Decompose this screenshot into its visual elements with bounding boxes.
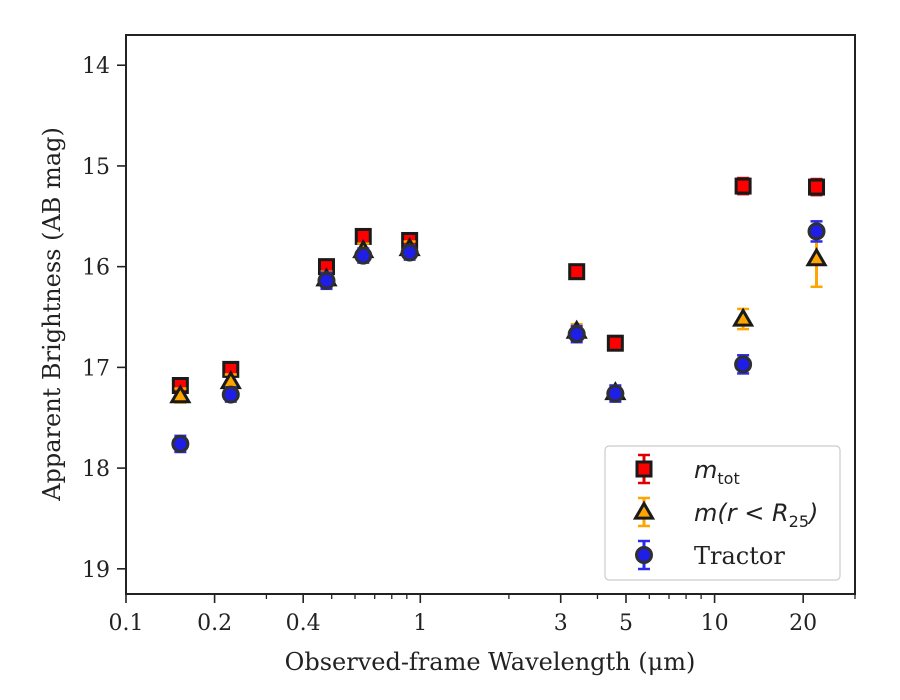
- square-marker: [734, 177, 752, 195]
- legend-triangle-marker: [632, 500, 656, 520]
- x-axis: 0.1 0.2 0.4 1 3 5 10 20: [109, 594, 856, 636]
- data-point: [731, 307, 755, 331]
- y-tick-label: 17: [82, 356, 110, 381]
- x-tick-label: 20: [789, 611, 817, 636]
- y-axis-label: Apparent Brightness (AB mag): [38, 127, 66, 502]
- data-point: [808, 177, 826, 197]
- data-point: [171, 434, 190, 454]
- x-tick-label: 0.1: [109, 611, 144, 636]
- series-circle: [171, 220, 826, 454]
- x-tick-label: 5: [619, 611, 633, 636]
- y-tick-label: 15: [82, 155, 110, 180]
- data-point: [567, 324, 586, 344]
- data-point: [606, 334, 624, 352]
- legend-entry: m(r < R25): [632, 496, 818, 531]
- data-point: [317, 271, 336, 291]
- legend-entry: mtot: [635, 453, 740, 488]
- x-axis-label: Observed-frame Wavelength (μm): [285, 648, 696, 676]
- legend-box: [604, 445, 841, 581]
- y-tick-label: 16: [82, 256, 110, 281]
- data-point: [169, 384, 192, 404]
- data-point: [568, 263, 586, 281]
- y-axis: 14 15 16 17 18 19: [82, 54, 126, 583]
- y-tick-label: 14: [82, 54, 110, 79]
- square-marker: [808, 178, 826, 196]
- circle-marker: [354, 246, 373, 265]
- circle-marker: [317, 271, 336, 290]
- circle-marker: [567, 325, 586, 344]
- circle-marker: [400, 243, 419, 262]
- x-tick-label: 0.2: [197, 611, 232, 636]
- legend-label: Tractor: [694, 542, 785, 570]
- x-tick-label: 0.4: [286, 611, 321, 636]
- y-tick-label: 19: [82, 558, 110, 583]
- data-point: [606, 384, 625, 403]
- legend-entry: Tractor: [635, 539, 785, 571]
- data-point: [400, 243, 419, 262]
- data-point: [734, 354, 753, 375]
- data-point: [354, 246, 373, 265]
- x-tick-label: 1: [413, 611, 427, 636]
- legend-label: mtot: [694, 456, 740, 488]
- legend-square-marker: [635, 460, 653, 478]
- circle-marker: [606, 384, 625, 403]
- data-point: [807, 220, 826, 243]
- legend-label: m(r < R25): [694, 499, 818, 531]
- y-tick-label: 18: [82, 457, 110, 482]
- triangle-marker: [169, 384, 192, 404]
- square-marker: [606, 334, 624, 352]
- square-marker: [568, 263, 586, 281]
- data-point: [734, 176, 752, 196]
- circle-marker: [734, 355, 753, 374]
- circle-marker: [171, 434, 190, 453]
- triangle-marker: [731, 307, 755, 327]
- x-tick-label: 3: [554, 611, 568, 636]
- x-tick-label: 10: [701, 611, 729, 636]
- plot-frame: [125, 34, 856, 595]
- data-point: [221, 385, 240, 404]
- triangle-marker: [805, 247, 828, 267]
- legend-circle-marker: [635, 546, 653, 564]
- circle-marker: [221, 385, 240, 404]
- legend: mtot m(r < R25) Tractor: [604, 445, 841, 581]
- circle-marker: [807, 222, 826, 241]
- plot-area: [169, 176, 828, 454]
- series-triangle: [169, 229, 828, 404]
- series-square: [171, 176, 826, 395]
